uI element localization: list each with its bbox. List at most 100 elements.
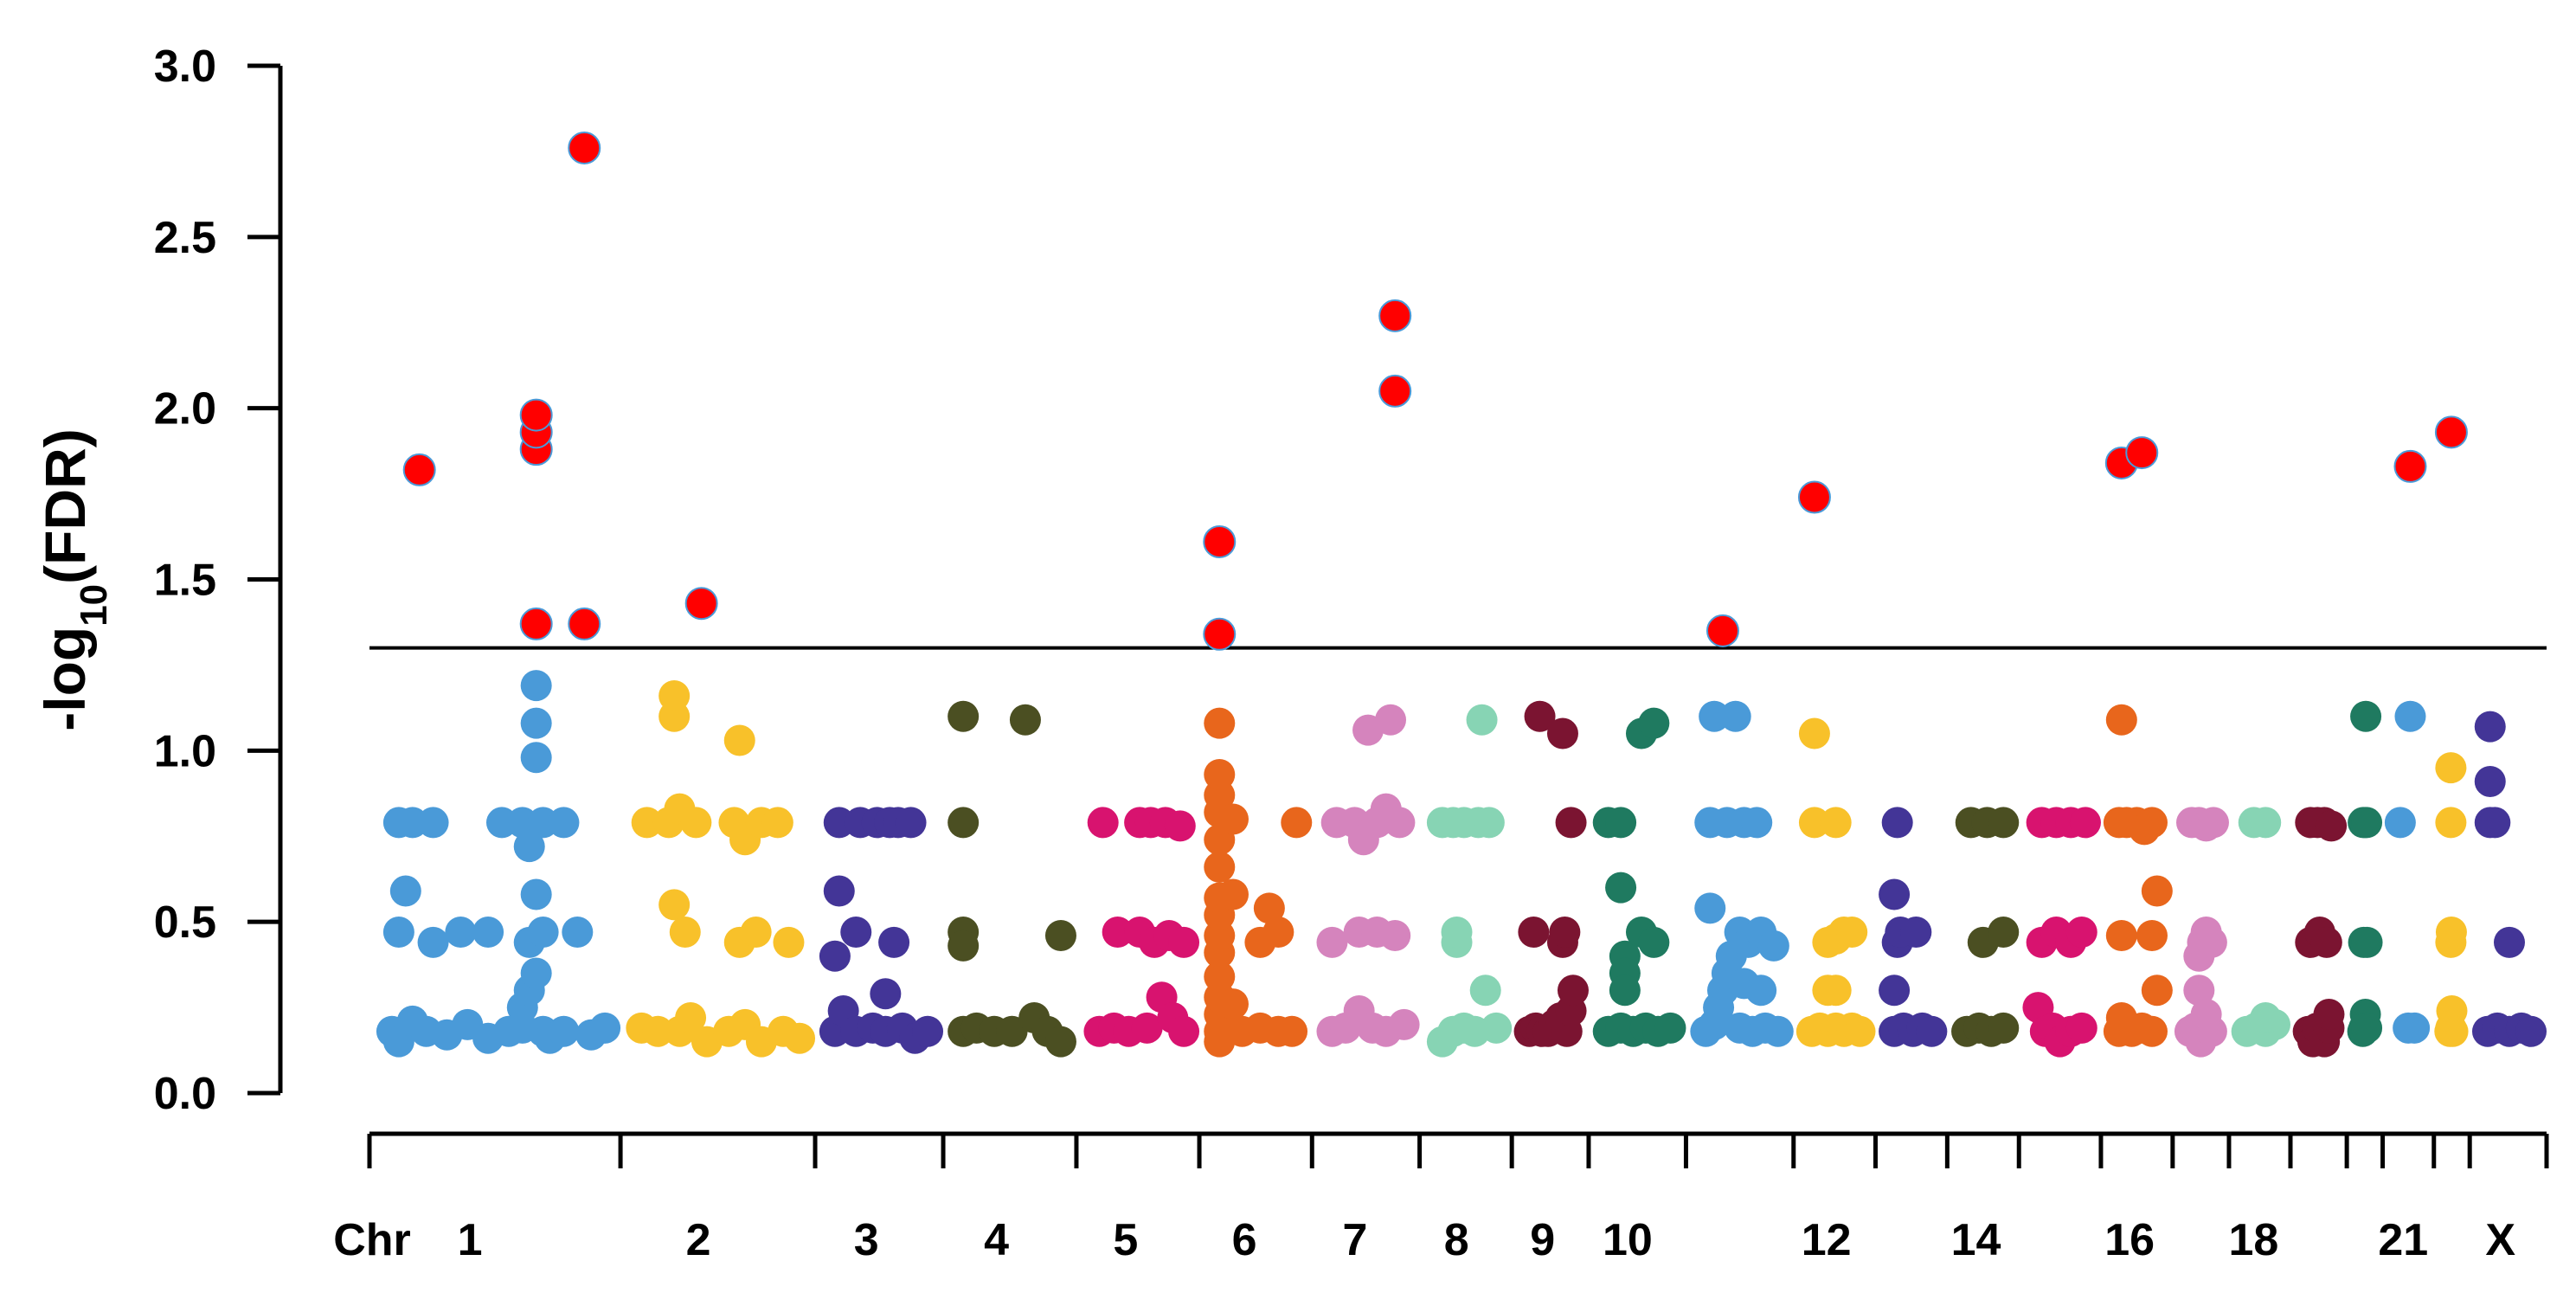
data-point — [1549, 917, 1581, 949]
data-point — [1316, 926, 1348, 958]
y-tick-label: 0.0 — [154, 1069, 216, 1119]
x-tick-label: 7 — [1343, 1215, 1368, 1265]
data-point — [658, 680, 691, 712]
x-tick-label: 6 — [1232, 1215, 1257, 1265]
data-point — [1164, 810, 1196, 842]
data-point — [1473, 807, 1505, 839]
data-point — [2183, 975, 2215, 1007]
data-point — [1836, 917, 1868, 949]
data-point — [1694, 892, 1726, 924]
data-point — [2351, 807, 2383, 839]
data-point — [2399, 1012, 2431, 1044]
data-point — [520, 878, 552, 910]
data-point — [1375, 704, 1407, 736]
y-tick-label: 1.0 — [154, 726, 216, 776]
data-point — [948, 807, 980, 839]
data-point — [2313, 998, 2345, 1030]
data-point — [1204, 759, 1236, 791]
data-point — [1087, 807, 1119, 839]
data-point — [1719, 700, 1751, 732]
x-tick-label: 9 — [1530, 1215, 1555, 1265]
data-point — [2069, 807, 2101, 839]
data-point — [1281, 807, 1313, 839]
data-point — [520, 670, 552, 702]
y-tick-label: 1.5 — [154, 556, 216, 606]
data-point — [562, 917, 594, 949]
data-point — [2105, 919, 2137, 951]
data-point — [2065, 917, 2097, 949]
data-point — [1745, 975, 1777, 1007]
data-point — [1253, 892, 1285, 924]
data-point — [740, 917, 772, 949]
data-points — [376, 131, 2547, 1058]
data-point — [589, 1012, 621, 1044]
significant-point — [519, 398, 553, 432]
data-point — [1988, 807, 2020, 839]
data-point — [1798, 717, 1830, 749]
data-point — [1557, 975, 1589, 1007]
data-point — [417, 807, 449, 839]
data-point — [2136, 1015, 2168, 1047]
data-point — [948, 930, 980, 962]
data-point — [2141, 975, 2173, 1007]
data-point — [389, 875, 421, 907]
data-point — [1654, 1012, 1686, 1044]
data-point — [520, 957, 552, 989]
data-point — [1757, 930, 1789, 962]
data-point — [520, 742, 552, 774]
data-point — [1609, 975, 1641, 1007]
data-point — [878, 926, 910, 958]
data-point — [2435, 807, 2467, 839]
data-point — [1441, 917, 1473, 949]
y-tick-label: 3.0 — [154, 42, 216, 92]
x-tick-label: 12 — [1802, 1215, 1852, 1265]
data-point — [2195, 926, 2227, 958]
data-point — [669, 917, 701, 949]
data-point — [680, 807, 712, 839]
y-axis-title: -log10(FDR) — [33, 428, 115, 731]
data-point — [1988, 1012, 2020, 1044]
data-point — [1168, 926, 1200, 958]
data-point — [2493, 926, 2525, 958]
significant-point — [684, 587, 718, 621]
data-point — [520, 707, 552, 739]
data-point — [2351, 926, 2383, 958]
data-point — [1217, 803, 1249, 835]
x-tick-label: X — [2485, 1215, 2515, 1265]
significant-point — [2434, 415, 2468, 449]
significant-point — [1706, 614, 1739, 647]
data-point — [1217, 878, 1249, 910]
y-tick-label: 2.5 — [154, 213, 216, 263]
x-tick-label: 2 — [686, 1215, 711, 1265]
data-point — [2136, 807, 2168, 839]
data-point — [472, 917, 504, 949]
data-point — [1900, 917, 1932, 949]
data-point — [548, 807, 580, 839]
significant-point — [1378, 299, 1412, 332]
data-point — [1844, 1015, 1876, 1047]
significant-point — [519, 607, 553, 640]
data-point — [2105, 704, 2137, 736]
data-point — [1741, 807, 1773, 839]
significant-point — [402, 453, 436, 486]
x-ticks: 1 2 3 4 5 6 7 8 9 10 12 14 16 18 21 X — [367, 1134, 2549, 1265]
data-point — [2479, 807, 2511, 839]
data-point — [1605, 872, 1637, 904]
data-point — [1276, 1015, 1308, 1047]
data-point — [2437, 1015, 2469, 1047]
data-point — [870, 978, 902, 1010]
data-point — [658, 889, 691, 921]
x-tick-label: 16 — [2104, 1215, 2155, 1265]
data-point — [2435, 917, 2467, 949]
data-point — [1605, 807, 1637, 839]
significant-point — [1378, 374, 1412, 408]
x-tick-label: 18 — [2228, 1215, 2278, 1265]
data-point — [2250, 1001, 2282, 1033]
x-tick-label: 1 — [458, 1215, 483, 1265]
data-point — [895, 807, 927, 839]
data-point — [1798, 807, 1830, 839]
x-tick-label: 4 — [984, 1215, 1009, 1265]
data-point — [2351, 1012, 2383, 1044]
data-point — [784, 1022, 816, 1054]
data-point — [2310, 926, 2342, 958]
